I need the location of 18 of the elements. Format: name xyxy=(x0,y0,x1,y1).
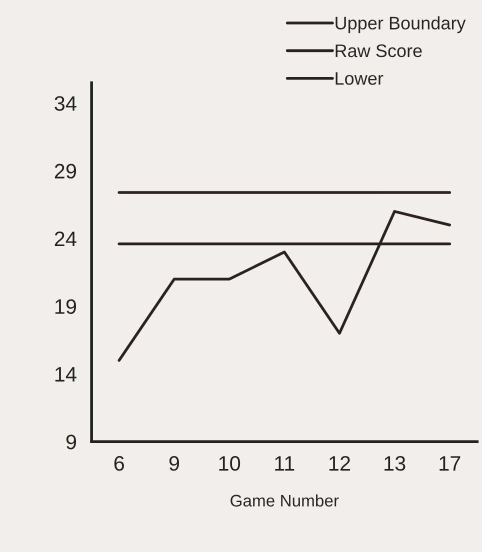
x-tick-label: 12 xyxy=(329,456,350,471)
line-series xyxy=(118,210,452,362)
y-tick-label: 19 xyxy=(55,299,76,314)
x-tick-label: 11 xyxy=(275,456,294,471)
x-tick-label: 6 xyxy=(114,456,124,471)
y-tick-label: 14 xyxy=(55,367,76,382)
y-tick-label: 9 xyxy=(66,434,76,450)
x-tick-label: 10 xyxy=(219,456,240,471)
y-tick-label: 24 xyxy=(54,232,76,246)
x-tick-label: 13 xyxy=(384,456,406,471)
legend-label: Lower xyxy=(336,72,384,85)
y-tick-label: 29 xyxy=(54,164,76,179)
legend-label: Upper Boundary xyxy=(336,16,466,34)
y-tick-label: 34 xyxy=(54,96,76,111)
x-tick-label: 9 xyxy=(169,456,180,471)
x-axis-title: Game Number xyxy=(230,494,339,507)
x-tick-label: 17 xyxy=(440,456,460,471)
legend-label: Raw Score xyxy=(336,44,422,58)
